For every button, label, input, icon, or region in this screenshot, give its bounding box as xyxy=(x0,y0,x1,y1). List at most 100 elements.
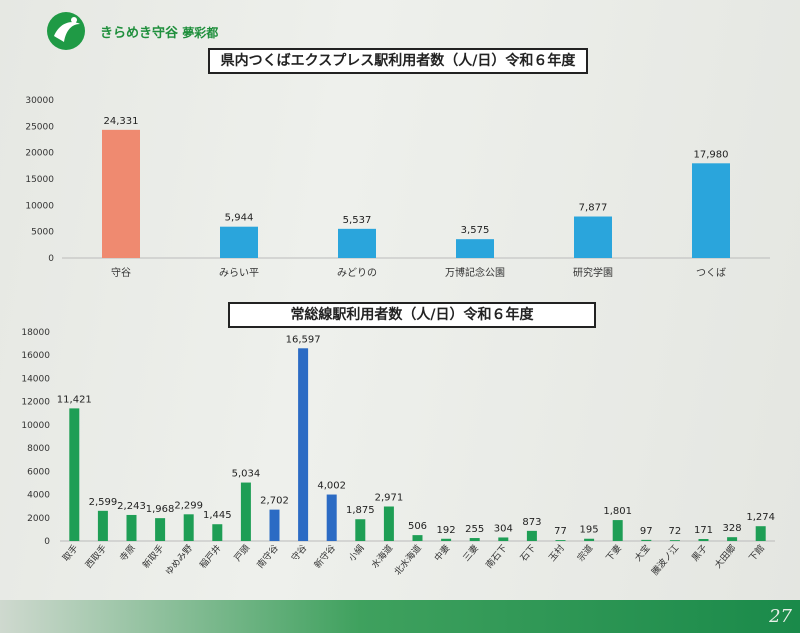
chart2-category-label: 玉村 xyxy=(546,542,567,564)
chart1-category-label: 研究学園 xyxy=(573,266,613,279)
chart1-y-tick-label: 0 xyxy=(48,254,54,264)
chart2-data-label: 1,801 xyxy=(603,506,632,517)
chart2-y-tick-label: 0 xyxy=(44,537,50,547)
chart2-category-label: 寺原 xyxy=(118,543,138,564)
logo-icon xyxy=(47,12,85,50)
chart2-bar xyxy=(298,348,309,541)
chart2-data-label: 2,702 xyxy=(260,496,289,507)
chart1-category-label: 守谷 xyxy=(111,266,131,279)
chart2-bar xyxy=(412,535,423,541)
chart2-title: 常総線駅利用者数（人/日）令和６年度 xyxy=(228,302,596,328)
chart1-data-label: 3,575 xyxy=(461,225,490,236)
chart2-category-label: 北水海道 xyxy=(391,542,423,577)
chart2-data-label: 2,971 xyxy=(375,493,404,504)
chart1-category-label: みらい平 xyxy=(219,267,259,279)
chart2-category-label: 大宝 xyxy=(632,542,653,564)
charts-svg: 05000100001500020000250003000024,331守谷5,… xyxy=(21,96,775,578)
chart2-data-label: 97 xyxy=(640,526,653,537)
logo-sub-text: 夢彩都 xyxy=(182,25,219,40)
chart1-category-label: つくば xyxy=(696,267,726,279)
chart2-data-label: 873 xyxy=(522,517,541,528)
chart2-bar xyxy=(355,519,366,541)
chart2-category-label: 新守谷 xyxy=(311,542,338,570)
chart2-bar xyxy=(555,540,566,541)
chart2-category-label: 騰波ノ江 xyxy=(649,542,681,577)
chart2-data-label: 171 xyxy=(694,525,713,536)
chart1-data-label: 17,980 xyxy=(694,149,729,160)
chart1-bar xyxy=(338,228,376,258)
chart2-data-label: 4,002 xyxy=(317,481,346,492)
chart2-bar xyxy=(383,506,394,541)
chart2-bar xyxy=(584,538,595,541)
chart2-category-label: 中妻 xyxy=(432,542,453,564)
chart1-category-label: 万博記念公園 xyxy=(445,266,505,279)
chart2-y-tick-label: 10000 xyxy=(21,421,50,431)
chart2-category-label: 戸頭 xyxy=(232,543,252,564)
chart2-y-tick-label: 14000 xyxy=(21,374,50,384)
chart2-category-label: 下館 xyxy=(746,542,767,564)
chart2-category-label: 黒子 xyxy=(690,543,710,564)
chart2-group: 0 2000 4000 6000 8000 10000 12000 14000 16000 180… xyxy=(21,328,775,578)
chart1-group: 0 5000 10000 15000 20000 25000 30000 24,331 守谷 5,… xyxy=(25,96,770,279)
chart2-data-label: 16,597 xyxy=(286,334,321,345)
chart2-bar xyxy=(441,538,452,541)
chart2-category-label: 稲戸井 xyxy=(197,542,224,570)
chart2-data-label: 77 xyxy=(554,526,567,537)
chart2-y-tick-label: 2000 xyxy=(27,514,50,524)
chart2-y-tick-label: 8000 xyxy=(27,444,50,454)
chart1-y-tick-label: 25000 xyxy=(25,122,54,132)
chart2-y-tick-label: 4000 xyxy=(27,491,50,501)
chart1-data-label: 7,877 xyxy=(579,203,608,214)
chart2-y-tick-label: 12000 xyxy=(21,398,50,408)
chart2-data-label: 255 xyxy=(465,524,484,535)
chart2-y-tick-label: 6000 xyxy=(27,467,50,477)
chart1-bar xyxy=(220,226,258,258)
chart1-bar xyxy=(574,216,612,258)
chart2-bar xyxy=(498,537,509,541)
chart2-y-tick-label: 16000 xyxy=(21,351,50,361)
chart1-y-tick-label: 30000 xyxy=(25,96,54,106)
chart1-y-tick-label: 5000 xyxy=(31,228,54,238)
chart1-category-label: みどりの xyxy=(337,267,377,279)
chart1-bar xyxy=(456,239,494,258)
chart2-bar xyxy=(69,408,80,541)
chart2-category-label: ゆめみ野 xyxy=(163,543,195,578)
chart2-data-label: 304 xyxy=(494,523,513,534)
chart2-bar xyxy=(240,482,251,541)
chart2-bar xyxy=(97,510,108,541)
chart2-data-label: 328 xyxy=(723,523,742,534)
logo-text: きらめき守谷 夢彩都 xyxy=(100,22,218,41)
chart2-bar xyxy=(212,524,223,541)
chart2-bar xyxy=(126,514,137,541)
chart1-data-label: 5,537 xyxy=(343,215,372,226)
page-number: 27 xyxy=(769,606,792,627)
chart2-category-label: 宗道 xyxy=(575,542,596,564)
chart2-data-label: 11,421 xyxy=(57,394,92,405)
chart1-data-label: 24,331 xyxy=(104,116,139,127)
chart2-data-label: 1,968 xyxy=(146,504,175,515)
chart2-category-label: 小絹 xyxy=(346,542,367,564)
chart1-y-tick-label: 10000 xyxy=(25,201,54,211)
chart2-category-label: 取手 xyxy=(60,542,81,564)
chart1-data-label: 5,944 xyxy=(225,213,254,224)
chart2-data-label: 5,034 xyxy=(232,469,261,480)
chart2-bar xyxy=(755,526,766,541)
chart2-data-label: 2,299 xyxy=(174,500,203,511)
chart2-data-label: 1,274 xyxy=(746,512,775,523)
chart2-bar xyxy=(727,537,738,541)
chart2-bar xyxy=(698,539,709,541)
chart2-bar xyxy=(641,539,652,541)
chart1-title: 県内つくばエクスプレス駅利用者数（人/日）令和６年度 xyxy=(208,48,588,74)
chart2-category-label: 石下 xyxy=(519,544,538,564)
chart2-bar xyxy=(612,520,623,541)
chart1-y-tick-label: 15000 xyxy=(25,175,54,185)
logo-main-text: きらめき守谷 xyxy=(100,25,179,41)
chart2-bar xyxy=(526,530,537,541)
chart2-category-label: 新取手 xyxy=(140,542,167,570)
chart2-data-label: 2,599 xyxy=(89,497,118,508)
chart2-category-label: 守谷 xyxy=(289,542,310,564)
chart2-category-label: 南守谷 xyxy=(254,542,281,570)
chart2-bar xyxy=(183,514,194,541)
chart1-bar xyxy=(692,163,730,258)
